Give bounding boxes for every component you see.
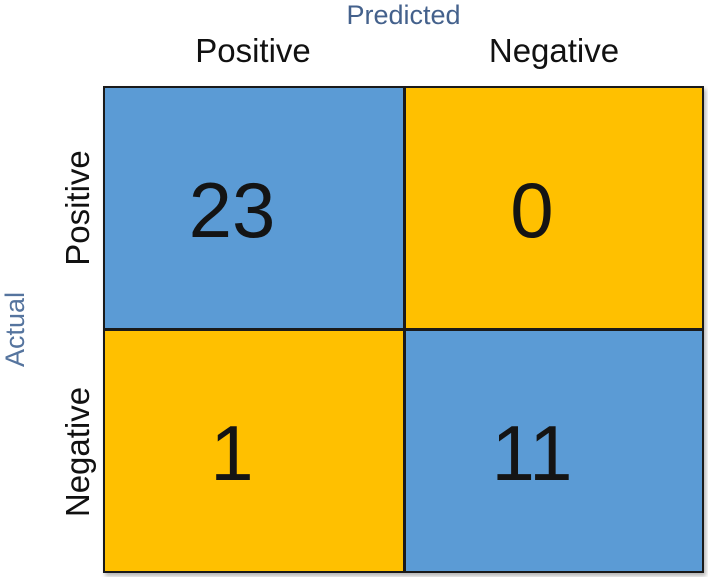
cell-true-negative: 11 — [406, 331, 702, 571]
cell-false-positive: 1 — [105, 331, 403, 571]
cell-false-negative: 0 — [406, 88, 702, 328]
matrix-grid: 23 0 1 11 — [103, 86, 704, 573]
cell-true-negative-value: 11 — [491, 409, 573, 497]
row-header-negative: Negative — [58, 330, 98, 573]
cell-true-positive-value: 23 — [188, 166, 276, 254]
row-header-positive: Positive — [58, 86, 98, 329]
cell-false-negative-value: 0 — [510, 166, 554, 254]
row-header-positive-text: Positive — [59, 149, 96, 266]
y-axis-title: Actual — [0, 86, 31, 573]
cell-true-positive: 23 — [105, 88, 403, 328]
cell-false-positive-value: 1 — [210, 409, 254, 497]
y-axis-title-text: Actual — [0, 291, 31, 368]
column-header-negative: Negative — [488, 32, 620, 69]
x-axis-title: Predicted — [346, 0, 461, 30]
column-header-positive: Positive — [195, 32, 311, 69]
row-header-negative-text: Negative — [59, 386, 96, 517]
